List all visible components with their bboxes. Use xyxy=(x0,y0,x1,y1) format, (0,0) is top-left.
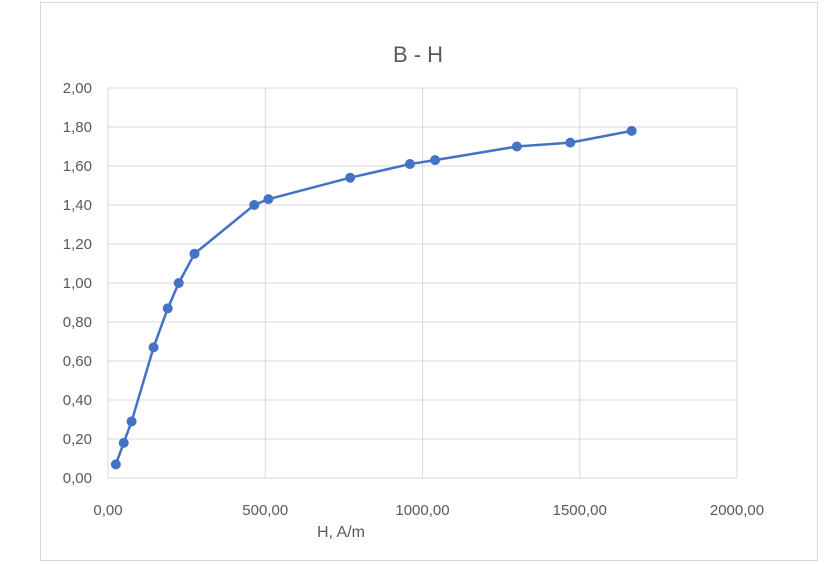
data-point xyxy=(404,159,415,170)
x-tick-label: 0,00 xyxy=(93,502,122,519)
data-point xyxy=(263,194,274,205)
x-axis-title: H, A/m xyxy=(317,524,365,541)
series-line xyxy=(114,129,632,465)
y-tick-label: 2,00 xyxy=(63,80,92,97)
data-point xyxy=(565,137,576,148)
data-point xyxy=(110,459,121,470)
x-tick-label: 500,00 xyxy=(242,502,288,519)
y-tick-label: 0,20 xyxy=(63,431,92,448)
y-tick-label: 1,60 xyxy=(63,158,92,175)
y-tick-label: 1,40 xyxy=(63,197,92,214)
data-point xyxy=(162,303,173,314)
data-point xyxy=(511,141,522,152)
y-tick-label: 0,40 xyxy=(63,392,92,409)
data-point xyxy=(189,248,200,259)
data-point xyxy=(126,416,137,427)
x-tick-label: 1500,00 xyxy=(553,502,607,519)
y-tick-label: 0,60 xyxy=(63,353,92,370)
chart-svg: B - H 0,00 0,20 0,40 0,60 0,80 1,00 1,20 1,40 1,… xyxy=(63,42,764,541)
series-layer xyxy=(110,125,637,470)
x-axis-tick-labels: 0,00 500,00 1000,00 1500,00 2000,00 xyxy=(93,502,764,519)
data-point xyxy=(173,278,184,288)
y-axis-tick-labels: 0,00 0,20 0,40 0,60 0,80 1,00 1,20 1,40 1,60 1,80… xyxy=(63,80,92,487)
y-tick-label: 1,20 xyxy=(63,236,92,253)
x-tick-label: 2000,00 xyxy=(710,502,764,519)
chart-frame: B - H 0,00 0,20 0,40 0,60 0,80 1,00 1,20 1,40 1,… xyxy=(40,2,818,561)
y-tick-label: 0,00 xyxy=(63,470,92,487)
y-tick-label: 1,80 xyxy=(63,119,92,136)
chart-title: B - H xyxy=(393,42,443,67)
data-point xyxy=(148,342,159,353)
data-point xyxy=(626,125,637,136)
grid-layer xyxy=(107,87,738,479)
x-tick-label: 1000,00 xyxy=(395,502,449,519)
data-point xyxy=(118,437,129,448)
y-tick-label: 0,80 xyxy=(63,314,92,331)
y-tick-label: 1,00 xyxy=(63,275,92,292)
data-point xyxy=(249,200,260,210)
data-point xyxy=(430,155,441,166)
data-point xyxy=(345,172,356,183)
